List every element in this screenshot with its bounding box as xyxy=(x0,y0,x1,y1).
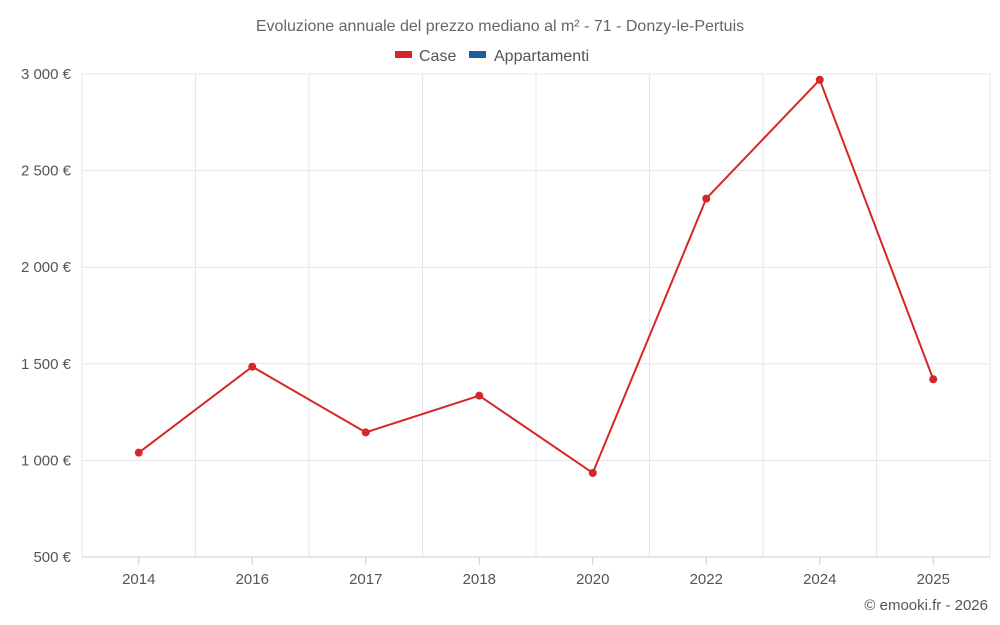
y-tick-label: 500 € xyxy=(33,549,71,566)
y-tick-label: 1 500 € xyxy=(21,356,72,373)
y-tick-label: 2 500 € xyxy=(21,163,72,180)
x-tick-label: 2020 xyxy=(576,571,609,588)
gridlines xyxy=(81,73,991,557)
data-point-case[interactable] xyxy=(929,375,938,384)
y-tick-label: 2 000 € xyxy=(21,259,72,276)
axes: 500 € 1 000 € 1 500 € 2 000 € 2 500 € 3 000 €… xyxy=(21,66,990,588)
x-tick-label: 2016 xyxy=(236,571,269,588)
data-point-case[interactable] xyxy=(815,75,824,84)
legend-label-case: Case xyxy=(419,48,456,65)
data-point-case[interactable] xyxy=(588,468,597,477)
x-tick-label: 2025 xyxy=(917,571,950,588)
y-tick-label: 1 000 € xyxy=(21,452,72,469)
legend-label-appartamenti: Appartamenti xyxy=(494,48,589,65)
data-point-case[interactable] xyxy=(361,428,370,437)
chart-title: Evoluzione annuale del prezzo mediano al… xyxy=(256,18,744,35)
x-tick-label: 2022 xyxy=(690,571,723,588)
data-point-case[interactable] xyxy=(134,448,143,457)
legend-swatch-appartamenti xyxy=(469,51,486,58)
series-case xyxy=(134,75,938,477)
credit-text: © emooki.fr - 2026 xyxy=(864,597,988,614)
legend-item-appartamenti[interactable]: Appartamenti xyxy=(469,48,589,65)
data-point-case[interactable] xyxy=(475,391,484,400)
x-tick-label: 2014 xyxy=(122,571,155,588)
x-tick-label: 2024 xyxy=(803,571,836,588)
legend-item-case[interactable]: Case xyxy=(395,48,456,65)
legend-swatch-case xyxy=(395,51,412,58)
y-tick-label: 3 000 € xyxy=(21,66,72,83)
data-point-case[interactable] xyxy=(248,362,257,371)
data-point-case[interactable] xyxy=(702,194,711,203)
x-tick-label: 2018 xyxy=(463,571,496,588)
series-line-case xyxy=(138,78,935,474)
legend: Case Appartamenti xyxy=(395,48,589,65)
x-tick-label: 2017 xyxy=(349,571,382,588)
